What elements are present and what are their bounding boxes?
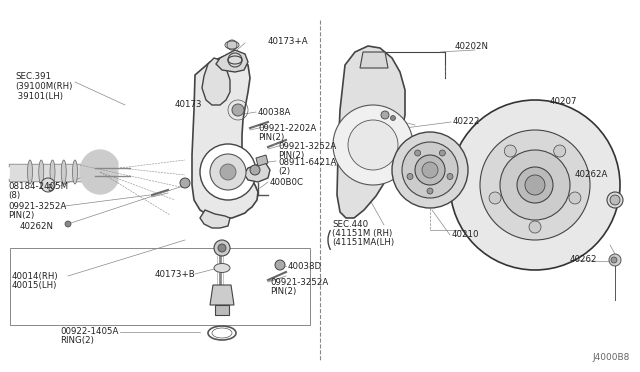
Ellipse shape [28, 160, 33, 184]
Polygon shape [337, 46, 405, 218]
Text: 40173+A: 40173+A [268, 37, 308, 46]
Circle shape [402, 142, 458, 198]
Polygon shape [215, 305, 229, 315]
Text: 09921-3252A: 09921-3252A [270, 278, 328, 287]
Polygon shape [192, 56, 258, 218]
Circle shape [250, 165, 260, 175]
Circle shape [607, 192, 623, 208]
Text: PIN(2): PIN(2) [8, 211, 35, 220]
Text: SEC.391: SEC.391 [15, 72, 51, 81]
Polygon shape [244, 162, 270, 182]
Text: 39101(LH): 39101(LH) [15, 92, 63, 101]
Text: 40173+B: 40173+B [155, 270, 196, 279]
Circle shape [611, 257, 617, 263]
Circle shape [275, 260, 285, 270]
Text: 40222: 40222 [453, 117, 481, 126]
Circle shape [220, 164, 236, 180]
Text: 08184-2405M: 08184-2405M [8, 182, 68, 191]
Text: PIN(2): PIN(2) [278, 151, 304, 160]
Circle shape [610, 195, 620, 205]
Circle shape [210, 154, 246, 190]
Circle shape [500, 150, 570, 220]
Circle shape [232, 104, 244, 116]
Text: 40038D: 40038D [288, 262, 322, 271]
Text: 09921-2202A: 09921-2202A [258, 124, 316, 133]
Text: SEC.440: SEC.440 [332, 220, 368, 229]
Text: 00922-1405A: 00922-1405A [60, 327, 118, 336]
Text: 400B0C: 400B0C [270, 178, 304, 187]
Text: 40173: 40173 [175, 100, 202, 109]
Text: 40262: 40262 [570, 255, 598, 264]
Circle shape [180, 178, 190, 188]
Text: 40202N: 40202N [455, 42, 489, 51]
Circle shape [200, 144, 256, 200]
Text: 40038A: 40038A [258, 108, 291, 117]
Circle shape [218, 244, 226, 252]
Circle shape [489, 192, 501, 204]
Ellipse shape [214, 263, 230, 273]
Circle shape [569, 192, 581, 204]
Text: 40210: 40210 [452, 230, 479, 239]
Circle shape [214, 240, 230, 256]
Circle shape [392, 132, 468, 208]
Text: (41151M (RH): (41151M (RH) [332, 229, 392, 238]
Polygon shape [210, 285, 234, 305]
Text: (8): (8) [8, 191, 20, 200]
Text: 09921-3252A: 09921-3252A [278, 142, 336, 151]
Circle shape [609, 254, 621, 266]
Polygon shape [360, 52, 388, 68]
Polygon shape [200, 210, 230, 228]
Circle shape [415, 150, 420, 156]
Text: 40014(RH): 40014(RH) [12, 272, 59, 281]
Circle shape [554, 145, 566, 157]
Text: (41151MA(LH): (41151MA(LH) [332, 238, 394, 247]
Circle shape [439, 150, 445, 156]
Text: 08911-6421A: 08911-6421A [278, 158, 337, 167]
Ellipse shape [61, 160, 67, 184]
Text: 09921-3252A: 09921-3252A [8, 202, 67, 211]
Ellipse shape [50, 160, 55, 184]
Circle shape [450, 100, 620, 270]
Ellipse shape [72, 160, 77, 184]
Circle shape [381, 111, 389, 119]
Circle shape [525, 175, 545, 195]
Text: B: B [47, 184, 52, 193]
Polygon shape [256, 155, 268, 166]
Text: 40262A: 40262A [575, 170, 609, 179]
Circle shape [390, 115, 396, 121]
Polygon shape [80, 150, 118, 194]
Circle shape [227, 40, 237, 50]
Circle shape [517, 167, 553, 203]
Circle shape [427, 188, 433, 194]
Text: RING(2): RING(2) [60, 336, 94, 345]
Text: J4000B8: J4000B8 [593, 353, 630, 362]
Circle shape [65, 221, 71, 227]
Circle shape [447, 173, 453, 179]
Circle shape [41, 178, 55, 192]
Text: 40207: 40207 [550, 97, 577, 106]
Text: (2): (2) [278, 167, 290, 176]
Circle shape [228, 53, 242, 67]
Circle shape [504, 145, 516, 157]
Text: 40262N: 40262N [20, 222, 54, 231]
Polygon shape [202, 58, 230, 105]
Circle shape [480, 130, 590, 240]
Text: 40015(LH): 40015(LH) [12, 281, 58, 290]
Text: PIN(2): PIN(2) [258, 133, 284, 142]
Circle shape [415, 155, 445, 185]
Text: (39100M(RH): (39100M(RH) [15, 82, 72, 91]
Polygon shape [216, 50, 248, 72]
Circle shape [407, 173, 413, 179]
Ellipse shape [39, 160, 44, 184]
Circle shape [422, 162, 438, 178]
Text: PIN(2): PIN(2) [270, 287, 296, 296]
Circle shape [333, 105, 413, 185]
Circle shape [348, 120, 398, 170]
Circle shape [529, 221, 541, 233]
